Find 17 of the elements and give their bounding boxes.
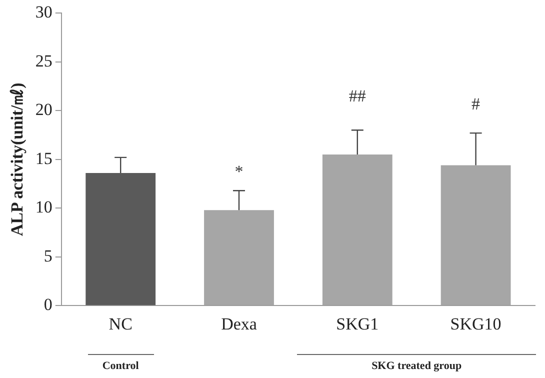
x-tick-label: SKG1 bbox=[336, 314, 379, 334]
y-tick-label: 25 bbox=[35, 51, 52, 70]
y-tick-label: 15 bbox=[35, 148, 52, 168]
y-tick-label: 30 bbox=[35, 2, 52, 22]
annotation: # bbox=[472, 94, 481, 114]
y-tick-label: 20 bbox=[35, 100, 52, 120]
annotation: * bbox=[234, 162, 244, 182]
text: Control bbox=[101, 360, 140, 372]
y-tick-label: 0 bbox=[44, 295, 52, 314]
y-tick-label: 10 bbox=[35, 198, 52, 217]
x-tick-label: NC bbox=[108, 314, 132, 334]
y-tick-label: 5 bbox=[44, 246, 52, 266]
text: SKG treated group bbox=[370, 360, 463, 372]
x-tick-label: SKG10 bbox=[450, 314, 502, 334]
x-tick-label: Dexa bbox=[221, 314, 258, 334]
y-axis-title: ALP activity(unit/㎖) bbox=[8, 82, 27, 236]
annotation: ## bbox=[348, 86, 366, 106]
